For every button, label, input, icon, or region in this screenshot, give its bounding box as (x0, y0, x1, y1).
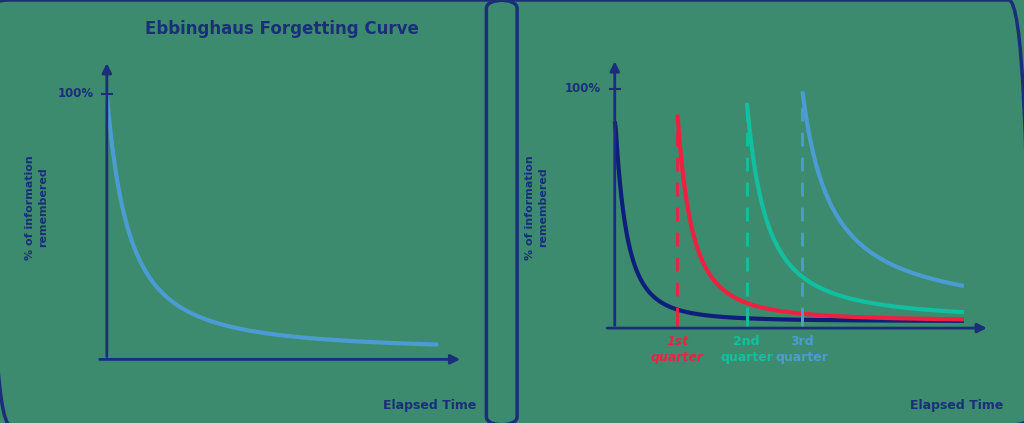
Text: % of information
remembered: % of information remembered (25, 155, 48, 260)
Text: % of information
remembered: % of information remembered (525, 155, 548, 260)
Text: quarter: quarter (720, 352, 773, 364)
Title: Ebbinghaus Forgetting Curve: Ebbinghaus Forgetting Curve (144, 20, 419, 38)
Text: Elapsed Time: Elapsed Time (910, 398, 1004, 412)
Text: Elapsed Time: Elapsed Time (383, 398, 476, 412)
Text: 1st: 1st (666, 335, 688, 348)
Text: 2nd: 2nd (733, 335, 760, 348)
Text: quarter: quarter (776, 352, 828, 364)
Text: quarter: quarter (650, 352, 703, 364)
Text: 3rd: 3rd (791, 335, 814, 348)
Text: 100%: 100% (565, 82, 601, 95)
Text: 100%: 100% (57, 88, 93, 100)
